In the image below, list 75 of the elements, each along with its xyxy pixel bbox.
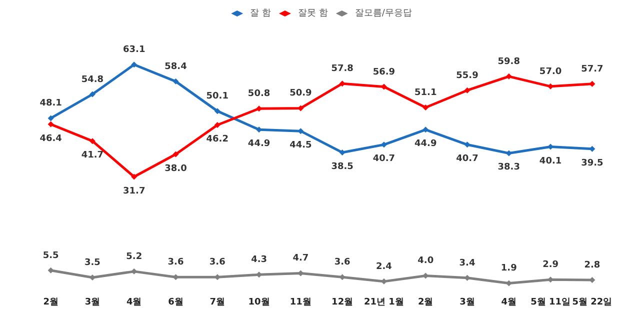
point: [172, 151, 179, 158]
x-tick-label: 5월 22일: [572, 298, 612, 308]
data-label: 40.7: [372, 154, 396, 164]
data-label: 44.5: [290, 140, 312, 151]
data-label: 50.8: [248, 89, 270, 100]
legend-label: 잘못 함: [298, 8, 328, 18]
data-label: 51.1: [414, 88, 437, 98]
point: [214, 108, 220, 114]
data-label: 3.4: [459, 258, 476, 268]
data-label: 57.7: [581, 64, 604, 74]
legend-label: 잘 함: [250, 8, 271, 18]
data-label: 58.4: [164, 62, 187, 72]
x-tick-label: 5월 11일: [530, 298, 570, 308]
data-label: 56.9: [372, 67, 396, 78]
x-tick-label: 3월: [84, 298, 100, 308]
x-tick-label: 7월: [210, 298, 226, 308]
data-label: 3.6: [168, 258, 184, 268]
data-label: 3.5: [84, 258, 100, 268]
data-label: 44.9: [248, 139, 270, 150]
data-label: 38.0: [164, 164, 187, 174]
x-tick-label: 6월: [168, 298, 184, 308]
point: [131, 62, 138, 68]
data-label: 39.5: [581, 158, 604, 168]
data-label: 54.8: [81, 74, 104, 85]
point: [48, 115, 54, 122]
x-tick-label: 3월: [460, 298, 475, 308]
point: [131, 174, 138, 180]
data-label: 3.6: [209, 258, 226, 268]
data-label: 1.9: [500, 264, 517, 274]
data-label: 31.7: [123, 186, 146, 196]
data-label: 57.0: [539, 66, 562, 77]
data-label: 40.7: [456, 154, 478, 164]
point: [89, 91, 96, 98]
data-label: 50.1: [206, 92, 228, 102]
point: [339, 150, 346, 156]
x-tick-label: 21년 1월: [364, 298, 404, 308]
data-label: 2.9: [542, 260, 559, 270]
x-tick-label: 4월: [501, 298, 517, 308]
x-tick-label: 2월: [43, 298, 58, 308]
point: [506, 73, 512, 80]
data-label: 40.1: [539, 156, 562, 166]
point: [48, 121, 54, 128]
data-label: 3.6: [334, 258, 350, 268]
point: [422, 104, 429, 110]
data-label: 59.8: [498, 56, 520, 67]
data-label: 4.0: [418, 256, 434, 266]
data-label: 4.3: [251, 255, 268, 266]
data-label: 46.4: [40, 134, 62, 144]
point: [422, 126, 429, 133]
point: [464, 142, 470, 148]
point: [89, 138, 96, 144]
data-label: 5.2: [126, 252, 142, 262]
x-tick-label: 10월: [248, 298, 270, 308]
x-tick-label: 11월: [290, 298, 312, 308]
data-label: 46.2: [206, 134, 228, 144]
data-label: 4.7: [292, 254, 309, 264]
x-tick-label: 4월: [126, 298, 142, 308]
x-tick-label: 2월: [418, 298, 434, 308]
legend-label: 잘모름/무응답: [354, 8, 412, 18]
data-label: 2.8: [584, 260, 600, 270]
data-label: 55.9: [456, 70, 478, 81]
data-label: 5.5: [42, 250, 59, 261]
data-label: 2.4: [376, 262, 392, 272]
data-label: 41.7: [81, 150, 104, 161]
point: [214, 122, 220, 128]
data-label: 50.9: [290, 88, 312, 99]
point: [464, 87, 470, 94]
point: [172, 78, 179, 84]
data-label: 63.1: [123, 45, 146, 56]
data-label: 57.8: [331, 64, 354, 74]
data-label: 44.9: [414, 139, 437, 150]
data-label: 38.5: [331, 162, 354, 172]
data-label: 48.1: [40, 98, 62, 109]
x-tick-label: 12월: [332, 298, 354, 308]
data-label: 38.3: [498, 162, 520, 173]
